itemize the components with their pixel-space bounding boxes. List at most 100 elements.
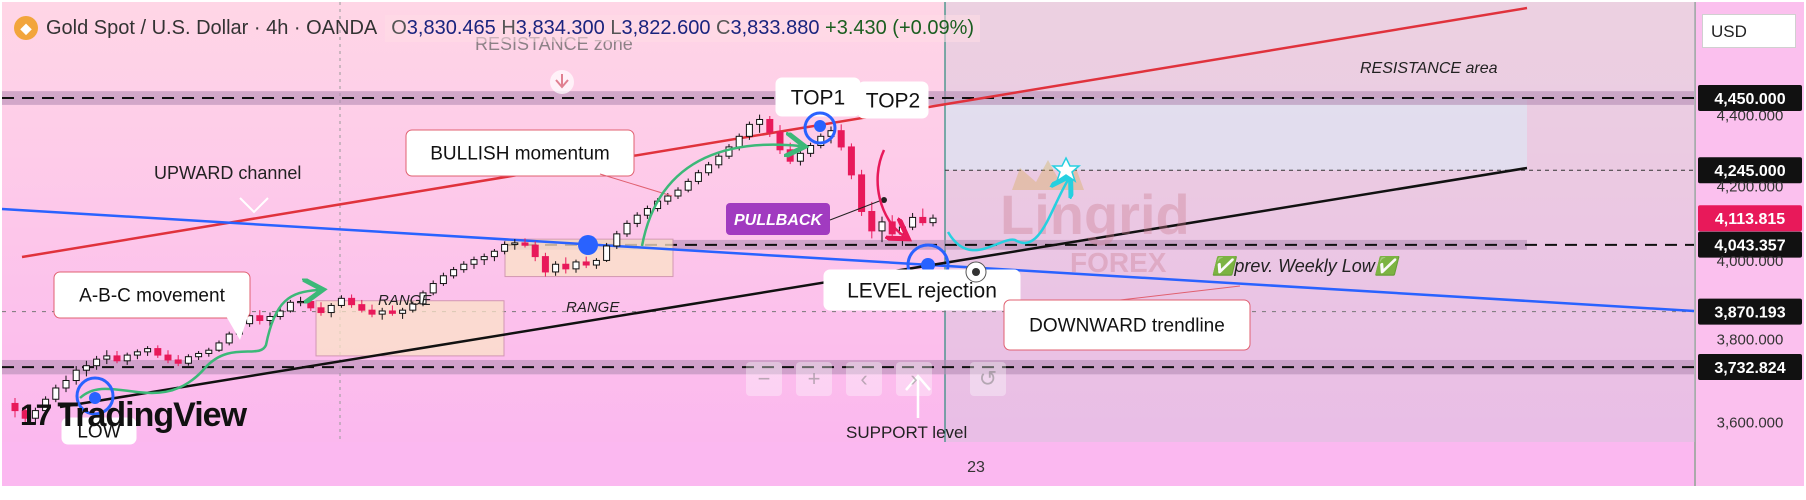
symbol-title[interactable]: Gold Spot / U.S. Dollar · 4h · OANDA: [46, 16, 378, 39]
candle-body: [225, 333, 233, 344]
time-axis-background: [2, 442, 1694, 486]
price-tick-label: 4,400.000: [1717, 107, 1784, 124]
candle-body: [358, 304, 366, 311]
candle: [205, 347, 213, 357]
red-upper-channel[interactable]: [21, 6, 1528, 259]
candle: [174, 355, 182, 367]
candle-body: [470, 259, 478, 265]
candle-body: [858, 174, 866, 212]
abc-movement-arrow: [79, 290, 318, 399]
candle: [817, 133, 825, 149]
candle: [399, 307, 407, 319]
candle: [439, 272, 447, 286]
candle-body: [705, 164, 713, 174]
candle-body: [123, 354, 131, 362]
candle-body: [113, 355, 121, 362]
candle-body: [837, 130, 845, 148]
candle-body: [72, 369, 80, 382]
candle: [562, 257, 570, 274]
scroll-left-button[interactable]: ‹: [846, 362, 882, 396]
ohlc-values: O3,830.465 H3,834.300 L3,822.600 C3,833.…: [385, 14, 981, 42]
candle-body: [317, 307, 325, 314]
eye-pupil-icon: [972, 268, 980, 276]
change-value: +3.430 (+0.09%): [825, 16, 975, 39]
black-support-trendline[interactable]: [59, 166, 1528, 409]
gold-coin-icon: ◆: [14, 16, 38, 40]
candle: [388, 305, 396, 316]
reset-chart-button[interactable]: ↺: [970, 362, 1006, 396]
abc-movement-label-text: A-B-C movement: [79, 286, 225, 307]
nav-spacer: [946, 362, 956, 396]
candle: [613, 230, 621, 249]
zoom-in-button[interactable]: +: [796, 362, 832, 396]
candle-body: [378, 310, 386, 315]
candle: [11, 397, 19, 418]
downward-trendline-label-text: DOWNWARD trendline: [1029, 316, 1225, 337]
zoom-out-button[interactable]: −: [746, 362, 782, 396]
upward-channel-text: UPWARD channel: [154, 163, 301, 183]
candle: [501, 241, 509, 255]
time-axis-label: 23: [967, 459, 985, 476]
candle-body: [929, 217, 937, 224]
candle-body: [337, 297, 345, 306]
price-tick-label: 3,600.000: [1717, 414, 1784, 431]
high-label: H: [501, 16, 516, 39]
candle: [419, 290, 427, 307]
low-dot: [89, 392, 101, 404]
candle-body: [613, 233, 621, 247]
candle-body: [501, 243, 509, 252]
top2-label[interactable]: TOP2: [857, 81, 929, 119]
candle-body: [541, 256, 549, 273]
candle: [592, 258, 600, 269]
top1-label[interactable]: TOP1: [775, 77, 861, 117]
downward-trendline-label[interactable]: DOWNWARD trendline: [1003, 299, 1251, 351]
candle-body: [766, 118, 774, 133]
level-rejection-label[interactable]: LEVEL rejection: [823, 269, 1021, 311]
candle: [31, 407, 39, 425]
currency-selector[interactable]: USD: [1702, 14, 1796, 48]
candle: [715, 153, 723, 169]
candle-body: [256, 315, 264, 321]
candle: [93, 355, 101, 370]
blue-downward-trendline[interactable]: [1, 207, 1695, 313]
bullish-momentum-label[interactable]: BULLISH momentum: [405, 129, 635, 177]
open-value: 3,830.465: [406, 16, 496, 39]
candle-body: [756, 118, 764, 125]
candle-body: [307, 301, 315, 309]
bullish-momentum-arrow: [640, 145, 800, 247]
tradingview-logo[interactable]: 17 TradingView: [20, 396, 247, 435]
candle: [623, 220, 631, 237]
top1-dot: [814, 120, 826, 132]
candle-body: [919, 216, 927, 224]
scroll-right-button[interactable]: ›: [896, 362, 932, 396]
candle-body: [745, 123, 753, 137]
candle-body: [582, 261, 590, 266]
candle-body: [82, 365, 90, 371]
price-tick-label: 3,800.000: [1717, 332, 1784, 349]
tradingview-logo-text: TradingView: [57, 396, 247, 434]
resistance-area-box: [945, 98, 1527, 171]
candle: [521, 238, 529, 248]
candle-body: [623, 222, 631, 235]
low-value: 3,822.600: [621, 16, 711, 39]
price-tick-label: 4,200.000: [1717, 179, 1784, 196]
candle-body: [144, 348, 152, 353]
candle: [327, 303, 335, 318]
candle-body: [511, 242, 519, 245]
candle-body: [93, 358, 101, 367]
candle-body: [429, 283, 437, 294]
candle-body: [674, 189, 682, 197]
abc-movement-label-box: [53, 271, 251, 319]
candle: [195, 351, 203, 360]
price-level-text: 4,043.357: [1714, 238, 1785, 255]
candle: [225, 331, 233, 346]
abc-movement-label[interactable]: A-B-C movement: [53, 271, 251, 319]
candle-body: [480, 256, 488, 261]
candle-body: [521, 242, 529, 246]
candle: [460, 261, 468, 273]
candle: [837, 124, 845, 151]
low-label[interactable]: LOW: [61, 417, 137, 445]
pullback-label[interactable]: PULLBACK: [726, 203, 830, 235]
